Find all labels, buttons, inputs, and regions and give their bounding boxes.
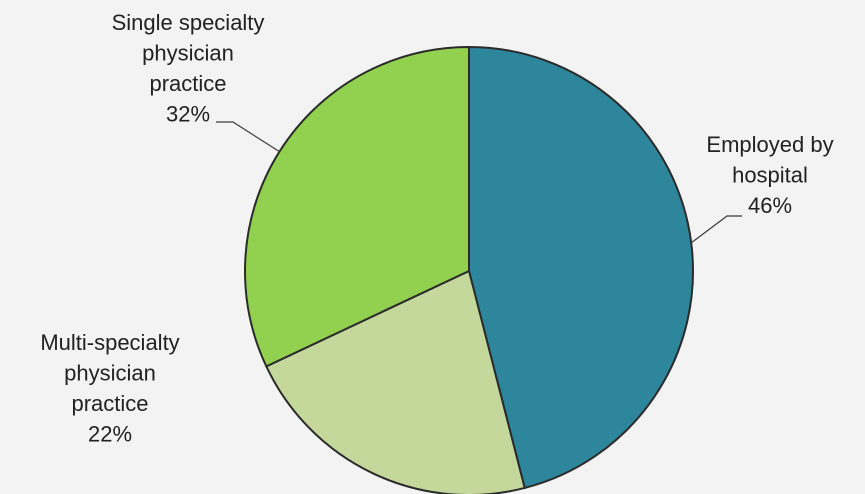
leader-line-3	[216, 121, 281, 153]
slice-label-line: 22%	[88, 422, 132, 447]
slice-label-line: physician	[142, 41, 234, 66]
slice-label-line: practice	[149, 71, 226, 96]
slice-label-line: physician	[64, 361, 156, 386]
leader-line-1	[690, 215, 742, 244]
pie-slices	[244, 45, 694, 494]
leader-lines	[216, 121, 742, 244]
slice-label-line: Employed by	[706, 132, 833, 157]
slice-labels: Employed by hospital 46% Multi-specialty phy…	[40, 10, 833, 447]
slice-label-1: Employed by hospital 46%	[706, 132, 833, 218]
slice-label-2: Multi-specialty physician practice 22%	[40, 330, 179, 447]
slice-label-line: hospital	[732, 163, 808, 188]
slice-label-line: Multi-specialty	[40, 330, 179, 355]
slice-label-line: Single specialty	[112, 10, 265, 35]
slice-label-line: 32%	[166, 102, 210, 127]
pie-slice-3	[244, 45, 470, 368]
slice-label-3: Single specialty physician practice 32%	[112, 10, 265, 127]
slice-label-line: 46%	[748, 193, 792, 218]
slice-label-line: practice	[71, 391, 148, 416]
